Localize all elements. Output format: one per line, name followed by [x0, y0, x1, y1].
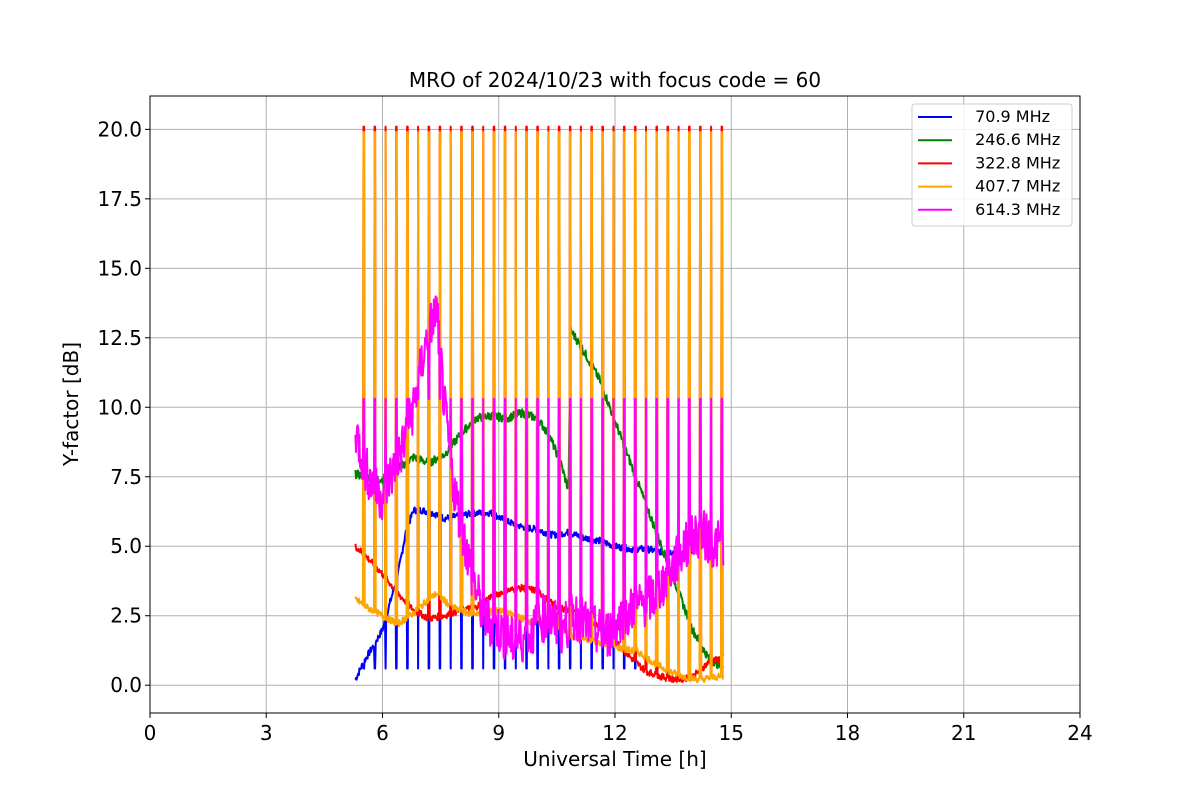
x-tick-label: 24	[1067, 721, 1092, 745]
legend-entry-label: 407.7 MHz	[970, 177, 1060, 196]
x-tick-label: 15	[719, 721, 744, 745]
legend-entry-label: 70.9 MHz	[970, 107, 1050, 126]
y-tick-label: 15.0	[97, 256, 142, 280]
x-axis-label: Universal Time [h]	[523, 747, 706, 771]
y-axis-label: Y-factor [dB]	[59, 342, 83, 467]
series-group	[354, 125, 725, 684]
y-tick-label: 2.5	[110, 604, 142, 628]
x-tick-label: 18	[835, 721, 860, 745]
legend: 70.9 MHz 246.6 MHz 322.8 MHz 407.7 MHz 6…	[911, 103, 1073, 227]
x-tick-label: 12	[602, 721, 627, 745]
series-line	[354, 295, 725, 663]
y-tick-label: 0.0	[110, 673, 142, 697]
axis-ticks: 0 3 6 9 12 15 18 21 24 0.0 2.5 5.0 7.5 10.0 12.5 15.0 17…	[97, 117, 1092, 745]
y-tick-label: 10.0	[97, 395, 142, 419]
x-tick-label: 3	[260, 721, 273, 745]
x-tick-label: 6	[376, 721, 389, 745]
y-tick-label: 5.0	[110, 534, 142, 558]
legend-box	[911, 103, 1073, 227]
y-tick-label: 17.5	[97, 187, 142, 211]
x-tick-label: 0	[144, 721, 157, 745]
series-line	[354, 324, 725, 672]
x-tick-label: 21	[951, 721, 976, 745]
y-tick-label: 7.5	[110, 465, 142, 489]
legend-entry-label: 614.3 MHz	[970, 200, 1060, 219]
y-tick-label: 20.0	[97, 117, 142, 141]
chart-title: MRO of 2024/10/23 with focus code = 60	[409, 68, 821, 92]
x-tick-label: 9	[492, 721, 505, 745]
legend-entry-label: 322.8 MHz	[970, 153, 1060, 172]
legend-entry-label: 246.6 MHz	[970, 130, 1060, 149]
y-tick-label: 12.5	[97, 326, 142, 350]
